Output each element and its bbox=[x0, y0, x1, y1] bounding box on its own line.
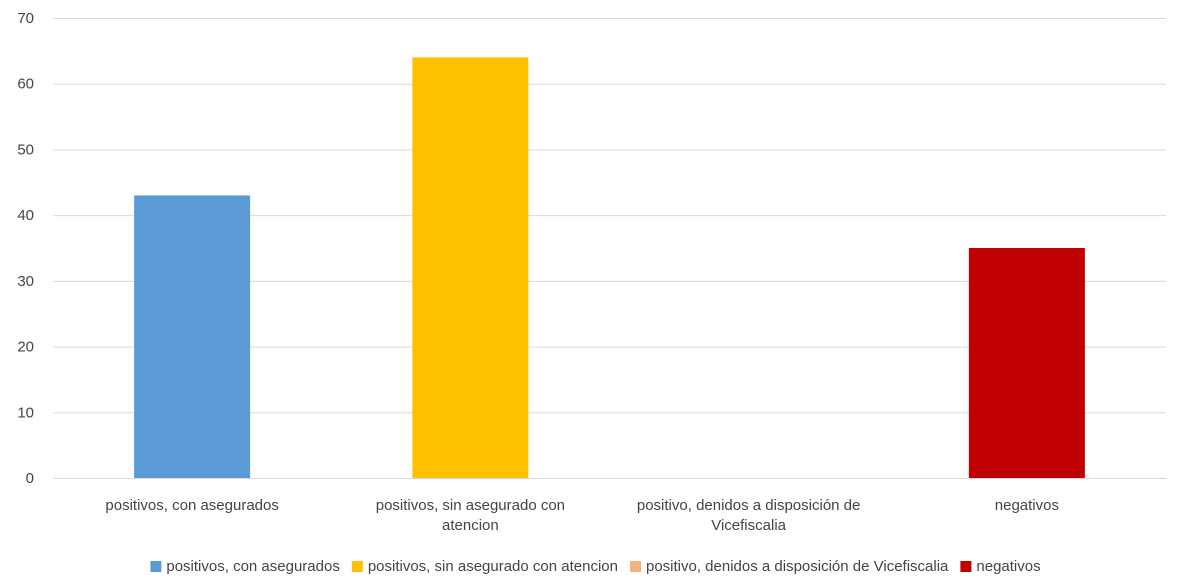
x-tick-label: positivos, con asegurados bbox=[105, 497, 278, 514]
legend-label: positivos, sin asegurado con atencion bbox=[368, 558, 618, 575]
legend-swatch bbox=[351, 561, 363, 572]
y-tick-label: 10 bbox=[17, 404, 34, 421]
y-tick-label: 30 bbox=[17, 273, 34, 290]
y-tick-label: 50 bbox=[17, 141, 34, 158]
legend-label: positivos, con asegurados bbox=[166, 558, 339, 575]
bar bbox=[134, 195, 251, 478]
y-tick-label: 0 bbox=[26, 470, 34, 487]
y-tick-label: 70 bbox=[17, 10, 34, 27]
legend-swatch bbox=[629, 561, 641, 572]
bar bbox=[412, 57, 529, 479]
x-axis-labels: positivos, con asegurados positivos, sin … bbox=[105, 497, 1059, 534]
legend-label: positivo, denidos a disposición de Vicef… bbox=[646, 558, 949, 575]
legend: positivos, con asegurados positivos, sin … bbox=[150, 558, 1041, 575]
legend-swatch bbox=[960, 561, 972, 572]
legend-item: negativos bbox=[960, 558, 1041, 575]
x-tick-label: negativos bbox=[995, 497, 1059, 514]
bars bbox=[134, 57, 1085, 479]
x-tick-label: positivo, denidos a disposición de Vicefi… bbox=[637, 497, 860, 534]
legend-item: positivos, con asegurados bbox=[150, 558, 340, 575]
y-tick-label: 40 bbox=[17, 207, 34, 224]
bar bbox=[968, 248, 1085, 478]
legend-item: positivo, denidos a disposición de Vicef… bbox=[629, 558, 949, 575]
y-tick-label: 60 bbox=[17, 76, 34, 93]
y-axis-ticks: 0 10 20 30 40 50 60 70 bbox=[17, 10, 34, 487]
legend-swatch bbox=[150, 561, 162, 572]
legend-item: positivos, sin asegurado con atencion bbox=[351, 558, 618, 575]
x-tick-label: positivos, sin asegurado con atencion bbox=[376, 497, 565, 534]
legend-label: negativos bbox=[976, 558, 1040, 575]
y-tick-label: 20 bbox=[17, 339, 34, 356]
